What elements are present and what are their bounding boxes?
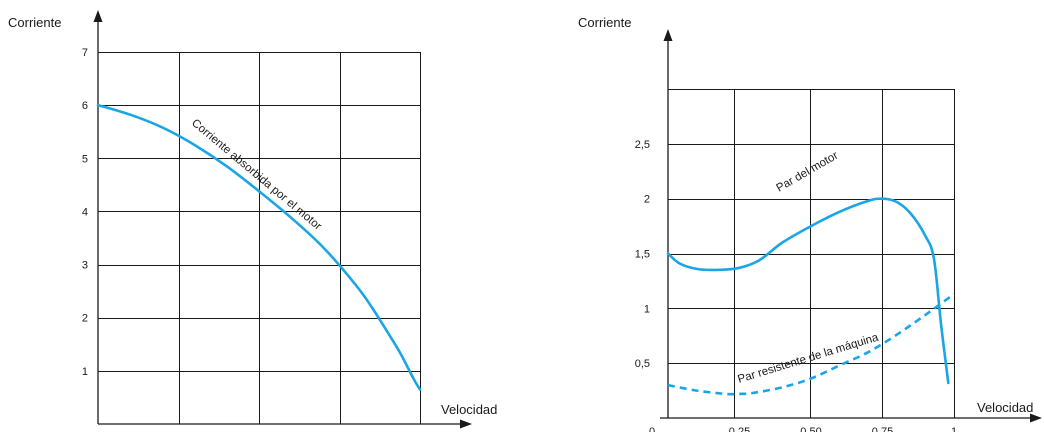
chart-right-y-axis-arrow [663, 29, 673, 41]
chart-right-grid [668, 89, 955, 418]
chart-right: 0,5 1 1,5 2 2,5 0 0,25 0,50 0,75 1 Corriente Vel… [578, 15, 1042, 432]
chart-left: 1 2 3 4 5 6 7 Corriente Velocidad Corriente ab… [8, 10, 497, 429]
y-tick-label: 2 [82, 313, 88, 325]
y-tick-label: 6 [82, 100, 88, 112]
x-tick-label: 0 [649, 426, 655, 432]
x-tick-label: 0,25 [729, 426, 750, 432]
chart-left-ylabel: Corriente [8, 15, 61, 30]
y-tick-label: 4 [82, 206, 88, 218]
chart-right-series-line-par-resistente [667, 293, 955, 396]
chart-right-ylabel: Corriente [578, 15, 631, 30]
chart-left-y-tick-labels: 1 2 3 4 5 6 7 [82, 47, 88, 378]
x-tick-label: 1 [951, 426, 957, 432]
x-tick-label: 0,75 [872, 426, 893, 432]
chart-right-series-label-par-resistente: Par resistente de la máquina [736, 331, 880, 385]
x-tick-label: 0,50 [800, 426, 821, 432]
y-tick-label: 7 [82, 47, 88, 59]
chart-left-series-line-corriente [96, 103, 422, 391]
y-tick-label: 2 [644, 194, 650, 206]
y-tick-label: 1,5 [635, 249, 650, 261]
y-tick-label: 3 [82, 260, 88, 272]
chart-right-series-label-par-motor: Par del motor [775, 150, 841, 195]
chart-right-xlabel: Velocidad [977, 400, 1033, 415]
y-tick-label: 0,5 [635, 358, 650, 370]
chart-left-xlabel: Velocidad [441, 402, 497, 417]
chart-right-y-tick-labels: 0,5 1 1,5 2 2,5 [635, 139, 650, 370]
chart-left-grid [98, 52, 421, 424]
chart-right-x-axis-arrow [1030, 413, 1042, 423]
chart-left-x-axis-arrow [460, 419, 472, 429]
y-tick-label: 2,5 [635, 139, 650, 151]
y-tick-label: 5 [82, 153, 88, 165]
chart-left-y-axis-arrow [93, 10, 103, 22]
y-tick-label: 1 [82, 366, 88, 378]
chart-right-series-line-par-motor [666, 197, 950, 385]
y-tick-label: 1 [644, 303, 650, 315]
chart-left-series-label-corriente: Corriente absorbida por el motor [189, 117, 324, 233]
chart-right-x-tick-labels: 0 0,25 0,50 0,75 1 [649, 426, 957, 432]
